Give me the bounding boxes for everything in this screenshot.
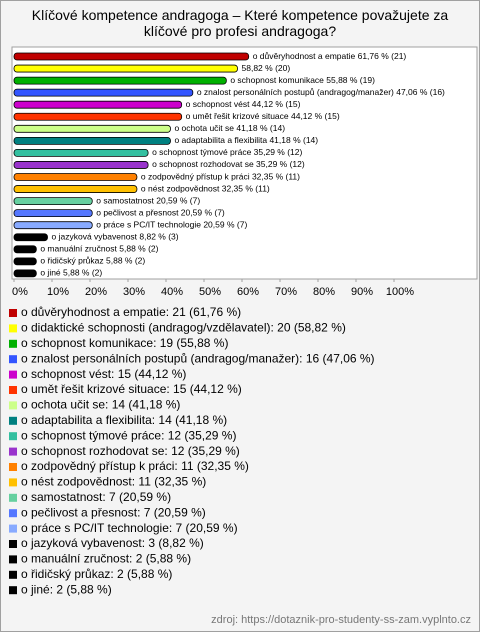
x-tick-label: 70% bbox=[275, 286, 297, 298]
legend-swatch bbox=[9, 447, 17, 456]
legend-swatch bbox=[9, 463, 17, 471]
bar bbox=[13, 136, 171, 145]
legend-label: o samostatnost: 7 (20,59 %) bbox=[21, 490, 171, 504]
legend-label: o adaptabilita a flexibilita: 14 (41,18 … bbox=[21, 413, 227, 427]
x-tick-label: 60% bbox=[237, 286, 259, 298]
bar-label: o řidičský průkaz 5,88 % (2) bbox=[40, 256, 145, 266]
legend-label: o řidičský průkaz: 2 (5,88 %) bbox=[21, 567, 172, 581]
legend-swatch bbox=[9, 493, 17, 502]
bar-label: o schopnost vést 44,12 % (15) bbox=[186, 99, 301, 109]
legend-label: o ochota učit se: 14 (41,18 %) bbox=[21, 398, 180, 412]
bar bbox=[13, 209, 93, 218]
legend-label: o znalost personálních postupů (andragog… bbox=[21, 351, 375, 365]
legend-label: o důvěryhodnost a empatie: 21 (61,76 %) bbox=[21, 305, 241, 319]
legend-label: o nést zodpovědnost: 11 (32,35 %) bbox=[21, 475, 206, 489]
x-tick-label: 80% bbox=[313, 286, 335, 298]
bar-label: o umět řešit krizové situace 44,12 % (15… bbox=[186, 111, 340, 121]
bar-label: 58,82 % (20) bbox=[242, 63, 291, 73]
bar bbox=[13, 76, 227, 85]
legend-label: o schopnost rozhodovat se: 12 (35,29 %) bbox=[21, 444, 240, 458]
bar bbox=[13, 197, 93, 206]
bar bbox=[13, 52, 250, 61]
legend-swatch bbox=[9, 386, 17, 394]
legend-swatch bbox=[9, 432, 17, 441]
legend-swatch bbox=[9, 309, 17, 317]
bar bbox=[13, 233, 48, 242]
bar bbox=[13, 269, 37, 278]
bar-label: o manuální zručnost 5,88 % (2) bbox=[40, 244, 158, 254]
legend-swatch bbox=[9, 509, 17, 518]
bar-label: o schopnost týmové práce 35,29 % (12) bbox=[152, 147, 302, 157]
legend-label: o umět řešit krizové situace: 15 (44,12 … bbox=[21, 382, 242, 396]
legend-swatch bbox=[9, 339, 17, 348]
bar bbox=[13, 148, 149, 157]
legend-swatch bbox=[9, 324, 17, 333]
legend-swatch bbox=[9, 524, 17, 533]
bar bbox=[13, 64, 238, 73]
bar bbox=[13, 173, 138, 181]
bar-label: o pečlivost a přesnost 20,59 % (7) bbox=[96, 207, 225, 217]
source: zdroj: https://dotaznik-pro-studenty-ss-… bbox=[211, 614, 471, 626]
legend-swatch bbox=[9, 401, 17, 410]
bar bbox=[13, 124, 171, 133]
bar bbox=[13, 257, 37, 266]
legend-label: o práce s PC/IT technologie: 7 (20,59 %) bbox=[21, 521, 238, 535]
legend-swatch bbox=[9, 540, 17, 548]
legend-swatch bbox=[9, 416, 17, 425]
x-tick-label: 20% bbox=[85, 286, 107, 298]
legend-label: o zodpovědný přístup k práci: 11 (32,35 … bbox=[21, 459, 249, 473]
legend-swatch bbox=[9, 570, 17, 579]
bar bbox=[13, 161, 149, 169]
bar-label: o důvěryhodnost a empatie 61,76 % (21) bbox=[253, 51, 407, 61]
bar bbox=[13, 221, 93, 230]
bar-label: o jiné 5,88 % (2) bbox=[40, 268, 102, 278]
bar-label: o ochota učit se 41,18 % (14) bbox=[174, 123, 285, 133]
bar bbox=[13, 112, 183, 121]
legend-swatch bbox=[9, 478, 17, 487]
bar-label: o adaptabilita a flexibilita 41,18 % (14… bbox=[174, 135, 318, 145]
legend-swatch bbox=[9, 586, 17, 595]
chart-title: Klíčové kompetence andragoga – Které kom… bbox=[31, 7, 449, 39]
bar-label: o práce s PC/IT technologie 20,59 % (7) bbox=[96, 219, 247, 229]
bar-label: o schopnost rozhodovat se 35,29 % (12) bbox=[152, 159, 305, 169]
bar bbox=[13, 185, 138, 193]
x-tick-label: 40% bbox=[161, 286, 183, 298]
legend-label: o schopnost vést: 15 (44,12 %) bbox=[21, 367, 186, 381]
legend-label: o jazyková vybavenost: 3 (8,82 %) bbox=[21, 536, 204, 550]
bar bbox=[13, 88, 194, 97]
x-tick-label: 50% bbox=[199, 286, 221, 298]
bar-label: o jazyková vybavenost 8,82 % (3) bbox=[52, 232, 179, 242]
x-tick-label: 10% bbox=[47, 286, 69, 298]
bar bbox=[13, 245, 37, 254]
legend-swatch bbox=[9, 355, 17, 364]
bar-label: o znalost personálních postupů (andragog… bbox=[197, 87, 445, 97]
x-tick-label: 30% bbox=[123, 286, 145, 298]
bar-label: o schopnost komunikace 55,88 % (19) bbox=[230, 75, 375, 85]
bar-label: o zodpovědný přístup k práci 32,35 % (11… bbox=[141, 171, 300, 181]
bar-label: o samostatnost 20,59 % (7) bbox=[96, 195, 200, 205]
x-tick-label: 90% bbox=[351, 286, 373, 298]
legend-label: o pečlivost a přesnost: 7 (20,59 %) bbox=[21, 505, 206, 519]
bar-label: o nést zodpovědnost 32,35 % (11) bbox=[141, 183, 270, 193]
legend-label: o didaktické schopnosti (andragog/vzděla… bbox=[21, 321, 346, 335]
legend-swatch bbox=[9, 370, 17, 379]
x-tick-label: 0% bbox=[12, 286, 28, 298]
legend-label: o schopnost komunikace: 19 (55,88 %) bbox=[21, 336, 228, 350]
legend-label: o jiné: 2 (5,88 %) bbox=[21, 582, 112, 596]
legend-swatch bbox=[9, 555, 17, 564]
x-tick-label: 100% bbox=[386, 286, 414, 298]
legend-label: o manuální zručnost: 2 (5,88 %) bbox=[21, 552, 191, 566]
legend-label: o schopnost týmové práce: 12 (35,29 %) bbox=[21, 428, 236, 442]
bar bbox=[13, 100, 183, 109]
